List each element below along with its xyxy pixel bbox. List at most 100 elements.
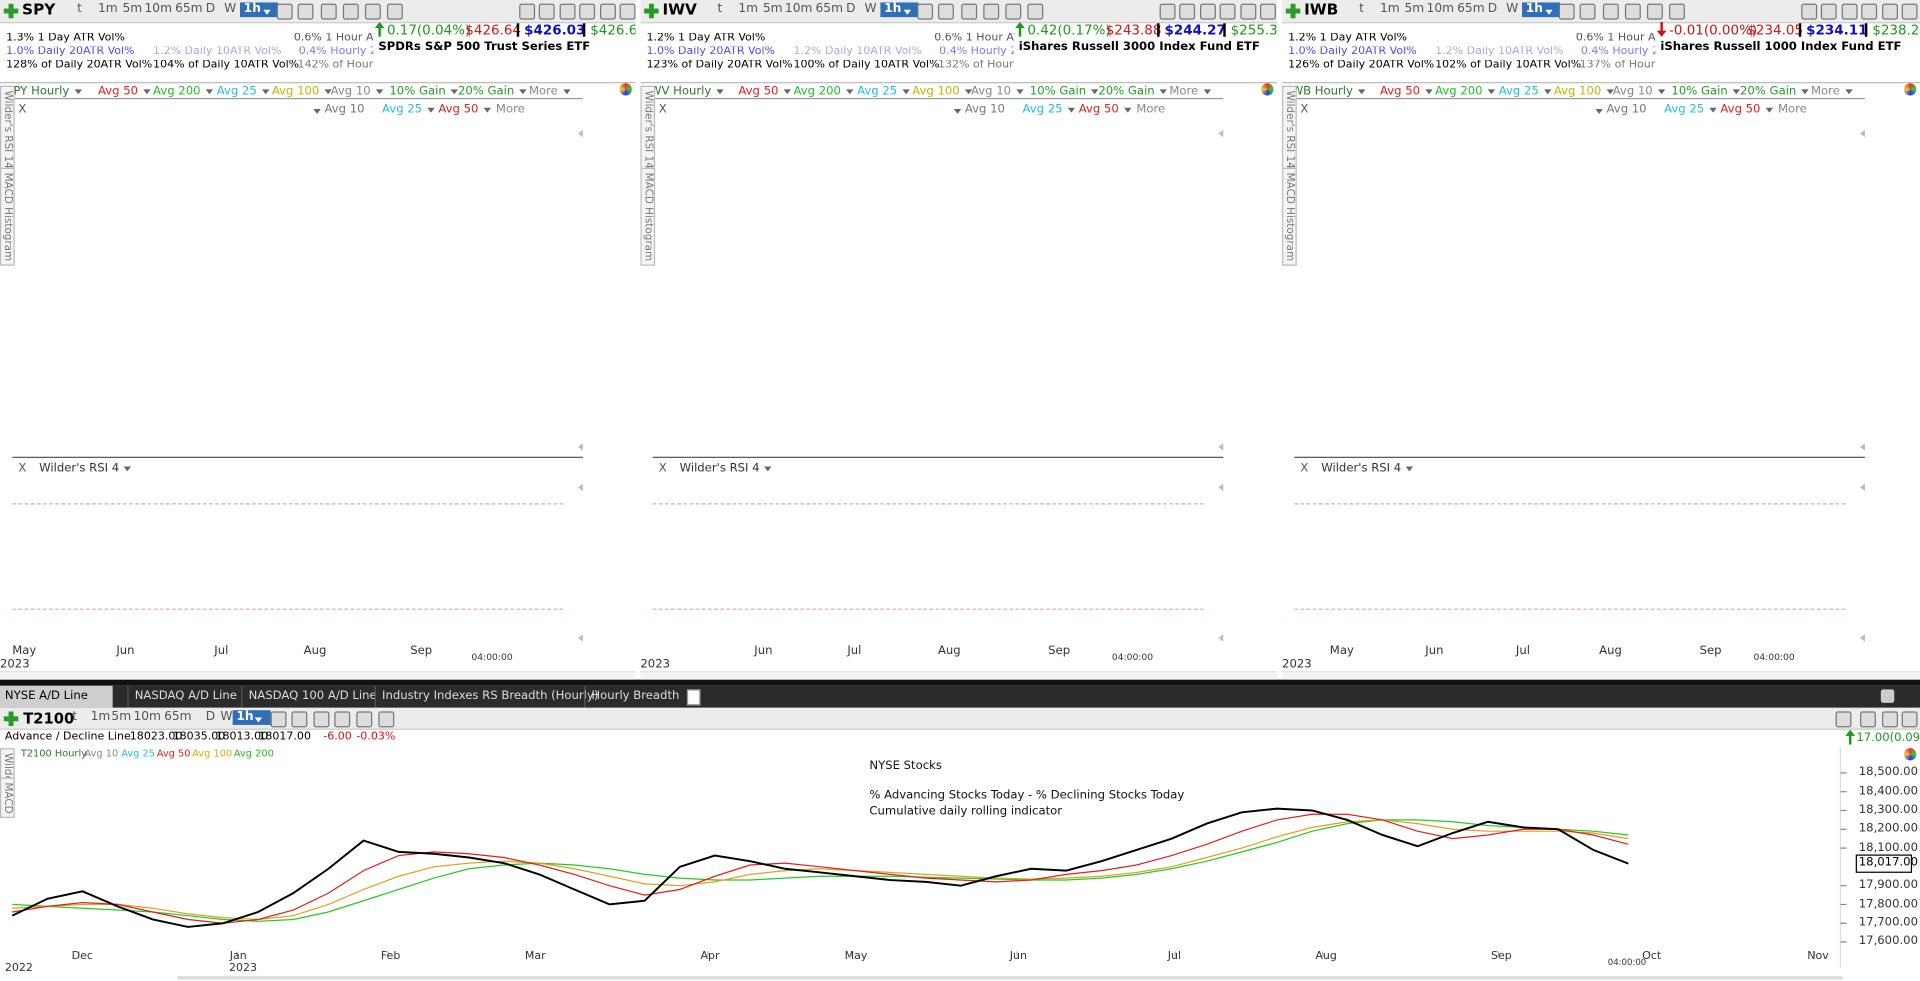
toolbar-icon[interactable] <box>538 3 555 20</box>
toolbar-icon[interactable] <box>1646 3 1663 20</box>
pane-study-label[interactable]: X <box>1300 102 1309 117</box>
toolbar-icon[interactable] <box>1240 3 1257 20</box>
toolbar-icon[interactable] <box>297 3 314 20</box>
side-tab[interactable]: MACD Histogram <box>640 167 656 267</box>
pane-study-label[interactable]: Avg 50 <box>1720 104 1772 116</box>
timeframe-button[interactable]: 65m <box>164 710 192 724</box>
tab[interactable]: NASDAQ A/D Line <box>127 685 243 708</box>
toolbar-icon[interactable] <box>1901 711 1918 728</box>
study-label[interactable]: Avg 10 <box>1613 86 1665 98</box>
side-tab[interactable]: Wilder's RSI 14 <box>0 85 15 174</box>
timeframe-button[interactable]: 1h <box>1522 2 1561 18</box>
study-label[interactable]: Avg 200 <box>1435 86 1495 98</box>
toolbar-icon[interactable] <box>364 3 381 20</box>
toolbar-icon[interactable] <box>1820 3 1837 20</box>
timeframe-button[interactable]: D <box>846 2 856 16</box>
timeframe-button[interactable]: 1h <box>880 2 919 18</box>
toolbar-icon[interactable] <box>270 711 287 728</box>
timeframe-button[interactable]: t <box>1359 2 1364 16</box>
toolbar-icon[interactable] <box>1027 3 1044 20</box>
study-label[interactable]: 20% Gain <box>1740 86 1809 98</box>
timeframe-button[interactable]: t <box>72 710 78 724</box>
timeframe-button[interactable]: W <box>224 2 237 16</box>
study-label[interactable]: More <box>1811 86 1852 98</box>
timeframe-button[interactable]: 10m <box>1426 2 1455 16</box>
side-tab[interactable]: Wilder's RSI 14 <box>1282 85 1297 174</box>
toolbar-icon[interactable] <box>313 711 330 728</box>
timeframe-button[interactable]: W <box>1506 2 1519 16</box>
toolbar-icon[interactable] <box>1861 3 1878 20</box>
side-tab[interactable]: MACD Histogram <box>1282 167 1297 267</box>
tab-icon[interactable] <box>686 689 701 706</box>
timeframe-button[interactable]: 10m <box>133 710 161 724</box>
pane-study-label[interactable]: Avg 10 <box>324 102 365 117</box>
study-label[interactable]: Avg 25 <box>217 86 269 98</box>
rsi-close[interactable]: X <box>1300 461 1309 476</box>
pane-study-label[interactable]: More <box>1136 102 1166 117</box>
toolbar-icon[interactable] <box>1579 3 1596 20</box>
study-label[interactable]: 20% Gain <box>458 86 527 98</box>
add-icon[interactable] <box>3 711 19 727</box>
toolbar-icon[interactable] <box>619 3 636 20</box>
toolbar-icon[interactable] <box>579 3 596 20</box>
study-label[interactable]: More <box>1169 86 1210 98</box>
tab[interactable]: NYSE A/D Line <box>0 685 113 708</box>
rsi-label[interactable]: Wilder's RSI 4 <box>680 463 772 475</box>
toolbar-icon[interactable] <box>917 3 934 20</box>
timeframe-button[interactable]: 65m <box>1457 2 1485 16</box>
add-icon[interactable] <box>1285 3 1301 19</box>
study-label[interactable]: Avg 50 <box>98 86 150 98</box>
study-label[interactable]: Avg 50 <box>738 86 790 98</box>
timeframe-button[interactable]: 1m <box>1380 2 1400 16</box>
rsi-label[interactable]: Wilder's RSI 4 <box>39 463 131 475</box>
toolbar-icon[interactable] <box>961 3 978 20</box>
pane-study-label[interactable]: Avg 50 <box>1079 104 1131 116</box>
window-icon[interactable] <box>1880 689 1895 703</box>
rsi-close[interactable]: X <box>18 461 27 476</box>
pane-study-label[interactable]: More <box>1777 102 1807 117</box>
timeframe-button[interactable]: 10m <box>144 2 173 16</box>
toolbar-icon[interactable] <box>276 3 293 20</box>
study-label[interactable]: 10% Gain <box>1671 86 1740 98</box>
toolbar-icon[interactable] <box>378 711 395 728</box>
pane-study-label[interactable]: Avg 10 <box>964 102 1005 117</box>
toolbar-icon[interactable] <box>1558 3 1575 20</box>
pane-study-label[interactable]: X <box>658 102 667 117</box>
toolbar-icon[interactable] <box>1841 3 1858 20</box>
toolbar-icon[interactable] <box>1668 3 1685 20</box>
study-label[interactable]: More <box>529 86 570 98</box>
tab[interactable]: NASDAQ 100 A/D Line <box>241 685 383 708</box>
study-label[interactable]: Avg 25 <box>857 86 909 98</box>
side-tab[interactable]: Wilder's RSI 14 <box>640 85 656 174</box>
study-label[interactable]: 20% Gain <box>1098 86 1167 98</box>
timeframe-button[interactable]: D <box>205 2 216 16</box>
toolbar-icon[interactable] <box>1882 3 1898 20</box>
toolbar-icon[interactable] <box>1179 3 1196 20</box>
timeframe-button[interactable]: 65m <box>175 2 203 16</box>
settings-icon[interactable] <box>1904 748 1917 761</box>
study-label[interactable]: Avg 10 <box>971 86 1023 98</box>
timeframe-button[interactable]: 5m <box>122 2 143 16</box>
toolbar-icon[interactable] <box>1835 711 1852 728</box>
toolbar-icon[interactable] <box>1882 711 1898 728</box>
timeframe-button[interactable]: t <box>717 2 723 16</box>
toolbar-icon[interactable] <box>559 3 576 20</box>
study-label[interactable]: Avg 200 <box>793 86 853 98</box>
study-label[interactable]: Avg 50 <box>1380 86 1432 98</box>
toolbar-icon[interactable] <box>386 3 403 20</box>
toolbar-icon[interactable] <box>937 3 954 20</box>
toolbar-icon[interactable] <box>356 711 373 728</box>
add-icon[interactable] <box>3 3 19 19</box>
study-label[interactable]: Avg 10 <box>331 86 383 98</box>
toolbar-icon[interactable] <box>1200 3 1216 20</box>
settings-icon[interactable] <box>1904 83 1917 96</box>
timeframe-button[interactable]: 1m <box>90 710 111 724</box>
toolbar-icon[interactable] <box>519 3 536 20</box>
timeframe-button[interactable]: D <box>1487 2 1498 16</box>
toolbar-icon[interactable] <box>600 3 616 20</box>
pane-study-label[interactable]: Avg 25 <box>1022 104 1074 116</box>
timeframe-button[interactable]: 10m <box>784 2 813 16</box>
study-label[interactable]: 10% Gain <box>1030 86 1099 98</box>
timeframe-button[interactable]: t <box>77 2 82 16</box>
tab[interactable]: Industry Indexes RS Breadth (Hourly) <box>374 685 605 708</box>
